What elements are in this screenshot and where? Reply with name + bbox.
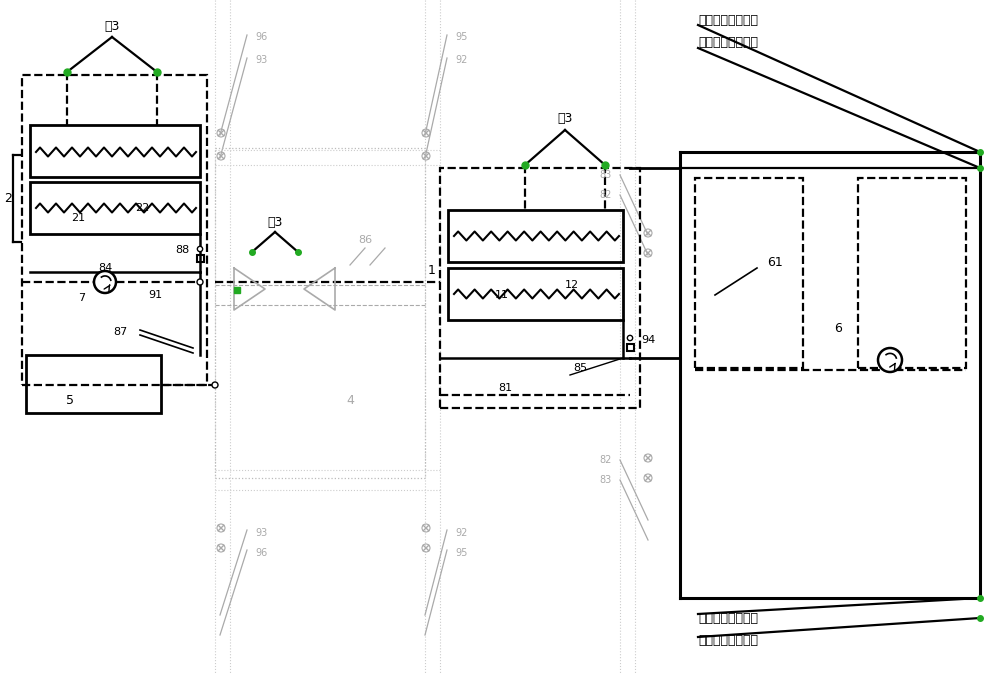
Text: 86: 86 (358, 235, 372, 245)
Text: 接3: 接3 (557, 111, 573, 125)
Bar (440, 168, 640, 408)
Text: 接3: 接3 (267, 216, 283, 228)
Bar (448, 268, 623, 320)
Text: 接3: 接3 (104, 20, 120, 34)
Text: 22: 22 (135, 203, 149, 213)
Text: 81: 81 (498, 383, 512, 393)
Text: 5: 5 (66, 394, 74, 406)
Text: 21: 21 (71, 213, 85, 223)
Text: 95: 95 (455, 548, 467, 558)
Text: 接空调区末端供水: 接空调区末端供水 (698, 13, 758, 26)
Text: 61: 61 (767, 255, 783, 268)
Text: 6: 6 (834, 321, 842, 334)
Text: 83: 83 (600, 170, 612, 180)
Text: 92: 92 (455, 55, 467, 65)
Text: 85: 85 (573, 363, 587, 373)
Text: 93: 93 (255, 528, 267, 538)
Circle shape (94, 271, 116, 293)
Text: 接空调区末端回水: 接空调区末端回水 (698, 611, 758, 625)
Bar (30, 182, 200, 234)
Bar (215, 148, 425, 478)
Text: 11: 11 (495, 290, 509, 300)
Text: 84: 84 (98, 263, 112, 273)
Circle shape (197, 279, 203, 285)
Text: 12: 12 (565, 280, 579, 290)
Bar (626, 344, 634, 350)
Text: 接空调区末端回水: 接空调区末端回水 (698, 36, 758, 49)
Circle shape (197, 246, 203, 251)
Text: 2: 2 (4, 191, 12, 204)
Text: 4: 4 (346, 394, 354, 406)
Text: 96: 96 (255, 548, 267, 558)
Text: 7: 7 (78, 293, 86, 303)
Bar (26, 355, 161, 413)
Text: 92: 92 (455, 528, 467, 538)
Text: 94: 94 (641, 335, 655, 345)
Text: 接空调区末端供水: 接空调区末端供水 (698, 634, 758, 646)
Circle shape (212, 382, 218, 388)
Circle shape (878, 348, 902, 372)
Text: 1: 1 (428, 264, 436, 276)
Bar (22, 75, 207, 385)
Text: 96: 96 (255, 32, 267, 42)
Bar (858, 178, 966, 368)
Text: 83: 83 (600, 475, 612, 485)
Bar (196, 255, 204, 262)
Bar (448, 210, 623, 262)
Bar (695, 178, 803, 368)
Text: 88: 88 (175, 245, 189, 255)
Text: 82: 82 (600, 455, 612, 465)
Text: 95: 95 (455, 32, 467, 42)
Circle shape (627, 336, 633, 340)
Bar (30, 125, 200, 177)
Text: 91: 91 (148, 290, 162, 300)
Text: 87: 87 (113, 327, 127, 337)
Text: 82: 82 (600, 190, 612, 200)
Text: 93: 93 (255, 55, 267, 65)
